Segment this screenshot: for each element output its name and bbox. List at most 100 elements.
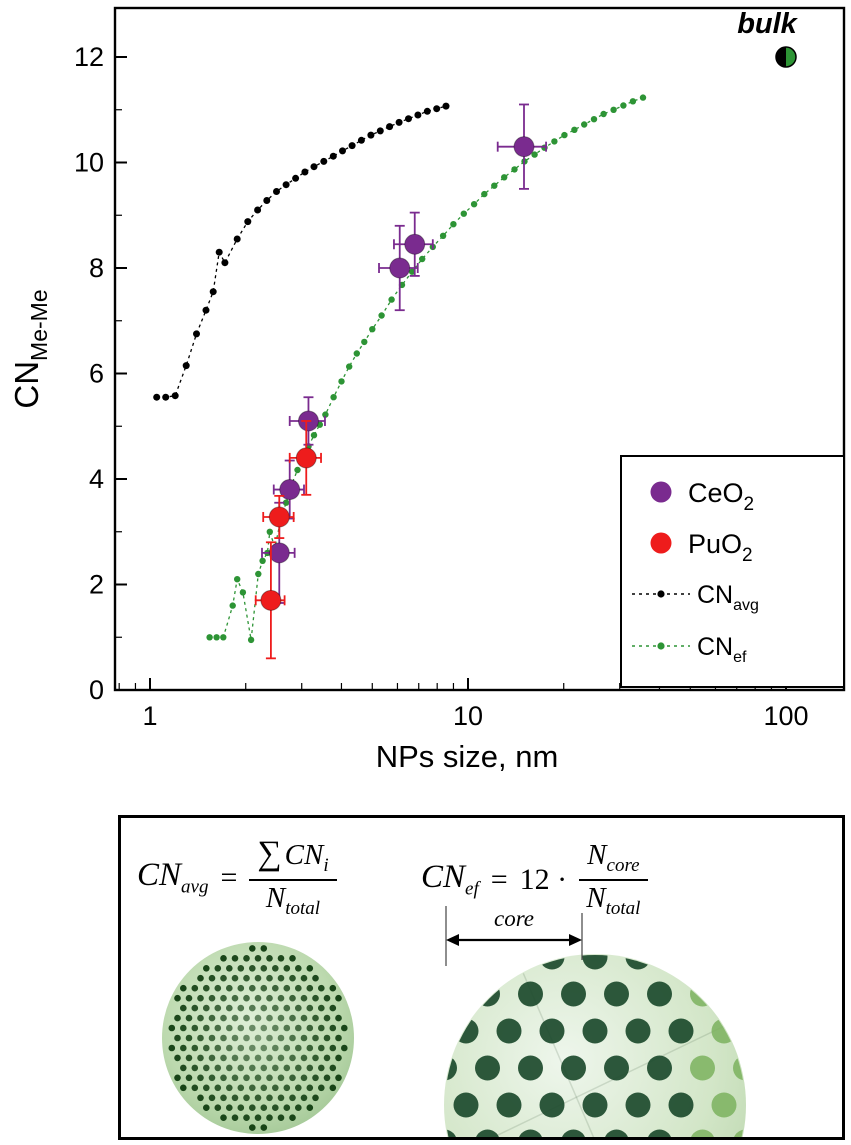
x-tick-label: 10 (453, 701, 483, 731)
bulk-marker-outline (775, 46, 797, 68)
atom-dot (185, 1054, 193, 1062)
series-dot (220, 634, 227, 641)
atom-dot (254, 974, 262, 982)
series-dot (348, 142, 356, 150)
legend-label: CNef (697, 633, 747, 666)
series-dot (361, 338, 368, 346)
atom-dot (174, 1054, 181, 1062)
atom-dot (266, 994, 273, 1002)
atom-dot (249, 1024, 256, 1032)
series-dot (346, 363, 353, 370)
atom-dot (306, 1044, 314, 1052)
formula-cn-avg: CNavg = ∑ CNi Ntotal (137, 835, 337, 920)
atom-dot (260, 1064, 268, 1072)
series-dot (294, 466, 301, 474)
atom-dot (329, 1084, 337, 1092)
atom-dot (174, 1074, 181, 1082)
atom-dot (254, 1094, 262, 1102)
atom-dot (208, 1094, 216, 1102)
series-dot (255, 570, 262, 578)
atom-dot (335, 1034, 342, 1042)
sum-symbol: ∑ (257, 835, 282, 872)
atom-dot (254, 994, 262, 1002)
series-dot (330, 394, 337, 401)
atom-dot (180, 1024, 187, 1032)
atom-dot (260, 1024, 268, 1032)
atom-dot (329, 1044, 337, 1052)
atom-dot (306, 1064, 314, 1072)
series-dot (259, 557, 266, 564)
series-dot (353, 350, 360, 357)
atom-dot (335, 1014, 342, 1022)
atom-dot (335, 1054, 342, 1062)
atom-column-dot (711, 1018, 737, 1044)
series-dot (408, 268, 416, 275)
atom-dot (266, 1034, 273, 1042)
atom-dot (243, 1094, 250, 1102)
data-point (389, 257, 411, 279)
atom-dot (272, 1044, 279, 1052)
atom-dot (191, 1004, 199, 1012)
atom-column-dot (475, 981, 500, 1007)
atom-column-dot (561, 981, 586, 1007)
atom-dot (318, 1064, 325, 1072)
atom-dot (249, 1064, 256, 1072)
series-dot (301, 168, 309, 176)
atom-dot (289, 1114, 296, 1121)
series-dot (423, 107, 431, 115)
atom-dot (254, 1114, 262, 1121)
atom-dot (249, 945, 256, 952)
series-bulk (775, 46, 797, 68)
data-point (268, 506, 290, 528)
atom-dot (295, 984, 302, 992)
atom-dot (312, 1054, 319, 1062)
atom-dot (220, 1034, 227, 1042)
x-axis-label: NPs size, nm (376, 739, 559, 774)
definitions-panel: core CNavg = ∑ CNi Ntotal CNef = 12 · Nco… (118, 815, 845, 1140)
atom-dot (323, 1074, 331, 1082)
atom-column-dot (496, 1092, 522, 1118)
series-dot (209, 288, 217, 296)
atom-dot (260, 1124, 268, 1131)
atom-dot (185, 1074, 193, 1082)
atom-dot (283, 1024, 291, 1032)
atom-dot (243, 1054, 250, 1062)
atom-dot (289, 1094, 296, 1102)
atom-dot (312, 1094, 319, 1102)
atom-dot (277, 1014, 285, 1022)
atom-column-dot (690, 981, 715, 1007)
atom-dot (203, 1024, 210, 1032)
atom-dot (220, 1054, 227, 1062)
series-dot (511, 166, 518, 173)
atom-dot (277, 1074, 285, 1082)
atom-dot (249, 984, 256, 992)
atom-dot (289, 974, 296, 982)
atom-column-dot (647, 1055, 672, 1081)
atom-dot (266, 1054, 273, 1062)
atom-dot (289, 1054, 296, 1062)
data-point (260, 589, 282, 611)
atom-dot (318, 984, 325, 992)
atom-dot (272, 1004, 279, 1012)
atom-dot (260, 984, 268, 992)
atom-dot (191, 1064, 199, 1072)
atom-dot (243, 1114, 250, 1121)
series-dot (239, 589, 247, 596)
data-point (279, 479, 301, 501)
atom-dot (295, 1084, 302, 1092)
atom-column-dot (604, 1129, 629, 1137)
atom-dot (185, 1034, 193, 1042)
atom-column-dot (625, 1092, 651, 1118)
atom-dot (168, 1024, 176, 1032)
series-dot (182, 362, 190, 370)
series-dot (376, 127, 384, 135)
legend-label: CNavg (697, 581, 759, 614)
series-dot (202, 306, 210, 314)
grain-boundary (470, 1017, 742, 1137)
atom-dot (300, 1054, 308, 1062)
series-dot (470, 201, 478, 208)
series-puo2 (254, 420, 322, 660)
series-dot (405, 115, 412, 123)
atom-dot (254, 955, 262, 962)
series-line (156, 105, 447, 398)
